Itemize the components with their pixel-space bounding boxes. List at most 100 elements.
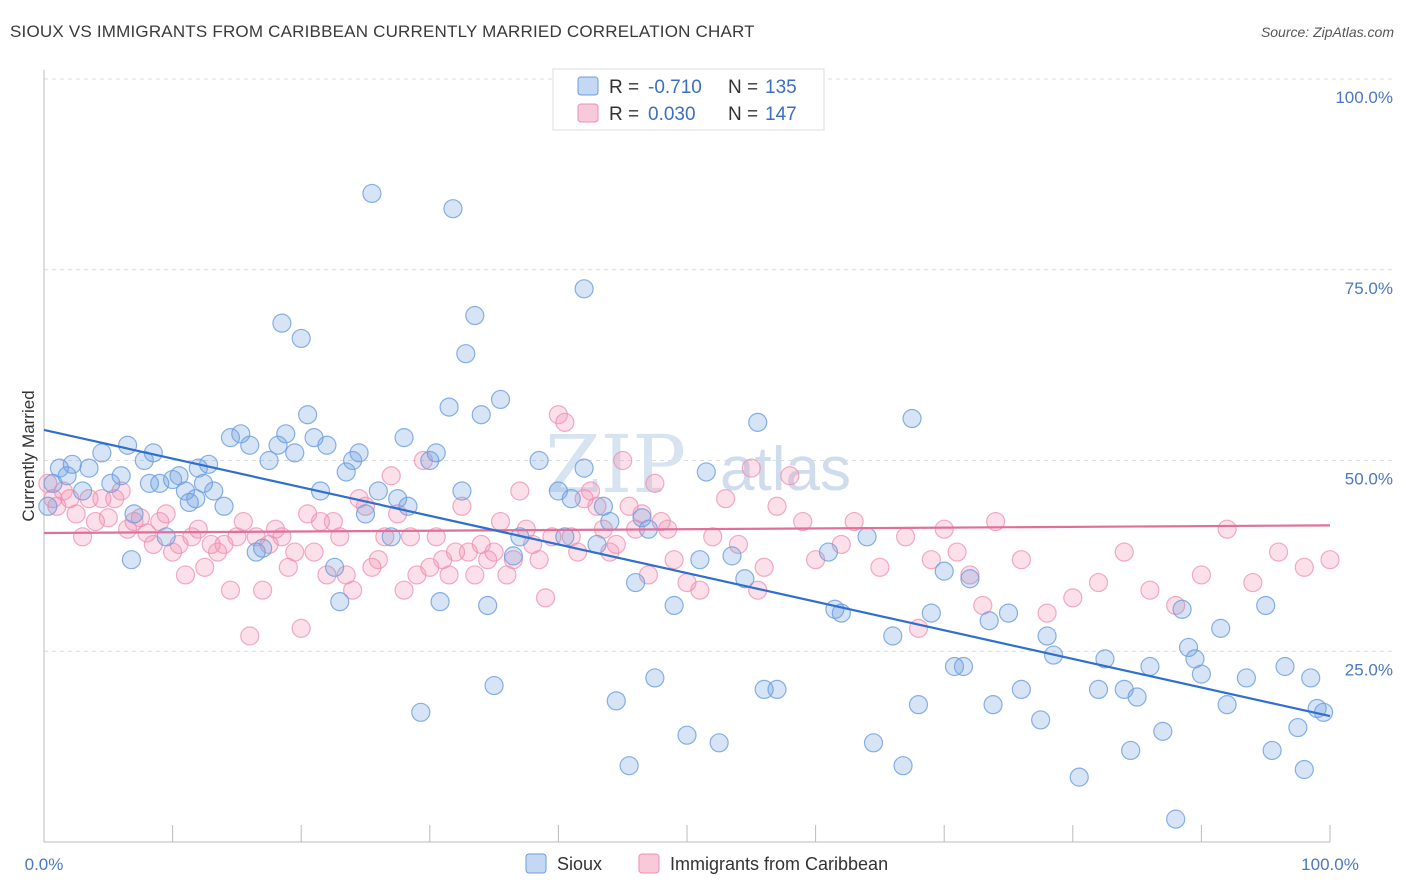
caribbean-point — [394, 580, 414, 600]
sioux-point — [204, 481, 224, 501]
sioux-point — [1288, 717, 1308, 738]
legend-r-value-sioux: -0.710 — [648, 77, 702, 98]
sioux-point — [317, 435, 337, 455]
sioux-point — [1153, 721, 1173, 741]
sioux-point — [443, 199, 463, 219]
series-legend-swatch-sioux — [525, 853, 547, 874]
sioux-point — [1127, 687, 1147, 707]
caribbean-point — [535, 588, 556, 608]
sioux-point — [960, 569, 980, 589]
caribbean-point — [291, 618, 311, 638]
series-legend: Sioux Immigrants from Caribbean — [525, 853, 888, 874]
sioux-point — [1069, 767, 1089, 787]
caribbean-point — [175, 565, 196, 585]
sioux-point — [921, 603, 941, 623]
sioux-point — [285, 443, 305, 463]
sioux-point — [503, 546, 523, 566]
caribbean-point — [741, 458, 761, 478]
caribbean-point — [98, 508, 118, 528]
caribbean-point — [490, 511, 511, 532]
legend-r-label-sioux: R = — [609, 77, 639, 98]
sioux-point — [1301, 668, 1321, 688]
caribbean-point — [439, 565, 459, 585]
caribbean-point — [317, 565, 337, 585]
caribbean-point — [986, 511, 1006, 532]
sioux-point — [411, 702, 431, 722]
sioux-point — [276, 424, 296, 444]
sioux-point — [259, 450, 279, 471]
sioux-point — [1172, 599, 1192, 619]
sioux-point — [49, 458, 70, 478]
caribbean-point — [728, 534, 749, 555]
sioux-point — [619, 756, 639, 776]
caribbean-point — [426, 527, 446, 547]
sioux-point — [1294, 759, 1314, 780]
caribbean-point — [1268, 542, 1289, 562]
caribbean-point — [368, 550, 388, 570]
y-axis-label: Currently Married — [19, 390, 38, 521]
caribbean-point — [1114, 542, 1134, 562]
y-tick-label-25: 25.0% — [1345, 660, 1393, 679]
sioux-point — [330, 592, 350, 612]
sioux-point — [92, 443, 112, 463]
sioux-point — [490, 389, 511, 410]
sioux-point — [325, 557, 345, 577]
caribbean-point — [400, 527, 421, 547]
sioux-point — [362, 183, 382, 204]
sioux-point — [902, 408, 922, 429]
caribbean-point — [1063, 588, 1083, 608]
legend-r-value-caribbean: 0.030 — [648, 104, 696, 125]
sioux-point — [632, 508, 652, 528]
sioux-point — [677, 725, 697, 745]
caribbean-point — [587, 496, 607, 516]
caribbean-point — [1011, 550, 1031, 570]
sioux-point — [696, 462, 716, 482]
sioux-point — [456, 344, 476, 364]
caribbean-point — [156, 504, 176, 524]
caribbean-point — [253, 580, 273, 600]
sioux-point — [625, 572, 646, 593]
sioux-point — [298, 405, 318, 425]
sioux-point — [1275, 656, 1295, 677]
sioux-point — [430, 592, 450, 612]
sioux-point — [349, 443, 369, 463]
sioux-point — [121, 550, 142, 570]
caribbean-point — [1191, 565, 1212, 585]
sioux-point — [893, 756, 913, 776]
sioux-point — [124, 504, 144, 524]
sioux-point — [343, 450, 363, 471]
caribbean-point — [85, 511, 106, 532]
sioux-point — [72, 481, 93, 501]
caribbean-point — [555, 412, 575, 432]
caribbean-point — [478, 550, 498, 570]
legend-n-value-caribbean: 147 — [765, 104, 797, 125]
caribbean-point — [452, 496, 472, 516]
caribbean-point — [793, 511, 813, 532]
legend-swatch-sioux — [577, 76, 599, 96]
sioux-point — [101, 473, 121, 493]
sioux-point — [722, 546, 742, 566]
caribbean-point — [921, 550, 941, 570]
caribbean-point — [1217, 519, 1237, 539]
sioux-point — [220, 428, 241, 448]
caribbean-point — [195, 557, 215, 577]
sioux-point — [426, 443, 446, 463]
sioux-point — [381, 527, 401, 547]
sioux-point — [150, 473, 170, 493]
sioux-point — [1121, 740, 1141, 761]
sioux-point — [465, 305, 485, 326]
caribbean-point — [947, 542, 967, 562]
legend: R = -0.710 N = 135 R = 0.030 N = 147 — [552, 68, 825, 131]
caribbean-point — [780, 466, 800, 486]
sioux-point — [818, 542, 839, 562]
sioux-point — [214, 496, 234, 516]
sioux-point — [62, 454, 82, 474]
x-tick-label-max: 100.0% — [1301, 855, 1359, 874]
caribbean-point — [188, 519, 208, 539]
sioux-point — [908, 695, 929, 715]
caribbean-trend-line — [43, 524, 1331, 535]
sioux-point — [420, 450, 440, 471]
sioux-point — [998, 603, 1019, 623]
sioux-point — [478, 595, 498, 616]
